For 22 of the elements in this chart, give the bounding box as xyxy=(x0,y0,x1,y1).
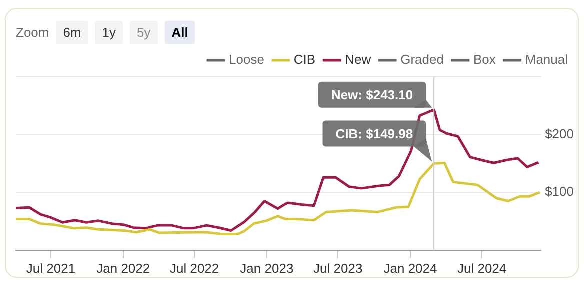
legend-label: Box xyxy=(473,52,496,68)
legend-label: Manual xyxy=(525,52,568,68)
x-tick-label: Jan 2023 xyxy=(240,260,294,276)
legend-label: CIB xyxy=(294,52,316,68)
y-tick-label: $200 xyxy=(545,126,574,142)
annotation: CIB: $149.98 xyxy=(336,126,414,142)
text: 6m xyxy=(56,21,88,44)
x-tick-label: Jan 2022 xyxy=(96,260,150,276)
text: Zoom xyxy=(16,24,50,42)
x-tick-label: Jan 2024 xyxy=(384,260,438,276)
legend-label: New xyxy=(345,52,372,68)
legend-label: Loose xyxy=(229,52,264,68)
text: 1y xyxy=(95,21,124,44)
x-tick-label: Jul 2023 xyxy=(314,260,363,276)
x-tick-label: Jul 2021 xyxy=(26,260,76,276)
text: 5y xyxy=(130,21,158,44)
x-tick-label: Jul 2024 xyxy=(458,260,507,276)
annotation: New: $243.10 xyxy=(331,87,414,102)
x-tick-label: Jul 2022 xyxy=(170,260,220,276)
legend-label: Graded xyxy=(400,52,444,68)
text: All xyxy=(164,21,196,44)
y-tick-label: $100 xyxy=(545,184,574,200)
